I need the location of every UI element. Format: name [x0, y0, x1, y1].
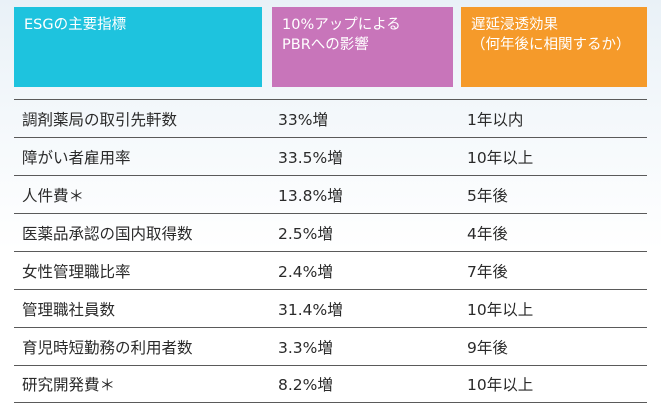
delay-effect-cell: 5年後	[467, 186, 508, 205]
esg-table: ESGの主要指標 10%アップによる PBRへの影響 遅延浸透効果 （何年後に相…	[14, 7, 647, 403]
delay-effect-cell: 10年以上	[467, 376, 534, 394]
delay-effect-cell: 9年後	[467, 338, 508, 357]
pbr-impact-cell: 2.5%増	[278, 224, 333, 243]
indicator-cell: 医薬品承認の国内取得数	[22, 224, 193, 243]
indicator-cell: 女性管理職比率	[22, 262, 131, 281]
pbr-impact-cell: 3.3%増	[278, 338, 333, 357]
header-pbr-impact-line1: 10%アップによる	[282, 17, 401, 33]
table-row: 研究開発費＊ 8.2%増 10年以上	[14, 365, 647, 403]
indicator-cell: 人件費＊	[22, 186, 85, 205]
header-esg-indicator-text: ESGの主要指標	[24, 17, 127, 33]
table-row: 調剤薬局の取引先軒数 33%増 1年以内	[14, 99, 647, 137]
delay-effect-cell: 7年後	[467, 262, 508, 281]
table-row: 医薬品承認の国内取得数 2.5%増 4年後	[14, 213, 647, 251]
table-row: 管理職社員数 31.4%増 10年以上	[14, 289, 647, 327]
pbr-impact-cell: 2.4%増	[278, 262, 333, 281]
table-header: ESGの主要指標 10%アップによる PBRへの影響 遅延浸透効果 （何年後に相…	[14, 7, 647, 87]
indicator-cell: 調剤薬局の取引先軒数	[22, 110, 178, 129]
table-row: 育児時短勤務の利用者数 3.3%増 9年後	[14, 327, 647, 365]
pbr-impact-cell: 13.8%増	[278, 186, 343, 205]
delay-effect-cell: 10年以上	[467, 148, 534, 167]
table-row: 女性管理職比率 2.4%増 7年後	[14, 251, 647, 289]
indicator-cell: 障がい者雇用率	[22, 148, 131, 167]
pbr-impact-cell: 33%増	[278, 110, 328, 129]
pbr-impact-cell: 33.5%増	[278, 148, 343, 167]
header-delay-effect: 遅延浸透効果 （何年後に相関するか）	[461, 7, 647, 87]
indicator-cell: 育児時短勤務の利用者数	[22, 338, 193, 357]
header-pbr-impact: 10%アップによる PBRへの影響	[272, 7, 453, 87]
header-delay-effect-line2: （何年後に相関するか）	[471, 37, 631, 53]
table-row: 障がい者雇用率 33.5%増 10年以上	[14, 137, 647, 175]
indicator-cell: 管理職社員数	[22, 300, 116, 319]
indicator-cell: 研究開発費＊	[22, 376, 116, 394]
delay-effect-cell: 10年以上	[467, 300, 534, 319]
delay-effect-cell: 4年後	[467, 224, 508, 243]
table-row: 人件費＊ 13.8%増 5年後	[14, 175, 647, 213]
table-body: 調剤薬局の取引先軒数 33%増 1年以内 障がい者雇用率 33.5%増 10年以…	[14, 99, 647, 403]
header-pbr-impact-line2: PBRへの影響	[282, 37, 369, 53]
pbr-impact-cell: 8.2%増	[278, 376, 333, 394]
header-esg-indicator: ESGの主要指標	[14, 7, 262, 87]
header-delay-effect-line1: 遅延浸透効果	[471, 17, 558, 33]
pbr-impact-cell: 31.4%増	[278, 300, 343, 319]
delay-effect-cell: 1年以内	[467, 110, 524, 129]
